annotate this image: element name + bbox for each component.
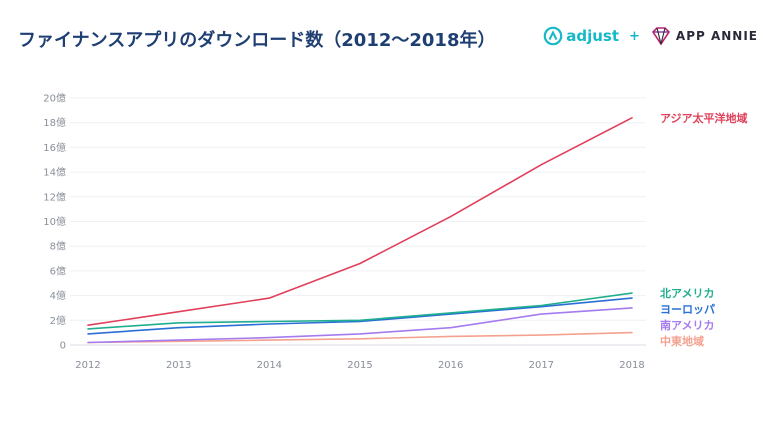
y-tick-label: 8億: [50, 240, 66, 253]
y-tick-label: 16億: [43, 141, 66, 154]
y-tick-label: 20億: [43, 92, 66, 105]
y-tick-label: 10億: [43, 215, 66, 228]
series-line: [87, 117, 633, 327]
x-tick-label: 2017: [529, 360, 554, 371]
y-tick-label: 18億: [43, 116, 66, 129]
series-end-label: 南アメリカ: [660, 318, 714, 332]
partner-logos: adjust + APP ANNIE: [543, 26, 758, 46]
x-tick-label: 2014: [257, 360, 282, 371]
series-line: [87, 331, 633, 344]
page-title: ファイナンスアプリのダウンロード数（2012〜2018年）: [18, 30, 496, 51]
x-tick-label: 2012: [75, 360, 100, 371]
y-tick-label: 0: [60, 341, 66, 352]
adjust-logo-text: adjust: [566, 27, 619, 45]
y-tick-label: 6億: [50, 264, 66, 277]
series-line: [87, 307, 633, 344]
series-end-label: ヨーロッパ: [660, 303, 715, 316]
series-line: [87, 292, 633, 330]
x-tick-label: 2016: [438, 360, 463, 371]
series-line: [87, 297, 633, 335]
y-tick-label: 12億: [43, 190, 66, 203]
adjust-logo-icon: [543, 26, 563, 46]
x-tick-label: 2018: [619, 360, 644, 371]
x-tick-label: 2013: [166, 360, 191, 371]
x-tick-label: 2015: [347, 360, 372, 371]
adjust-logo: adjust: [543, 26, 619, 46]
appannie-diamond-icon: [651, 27, 670, 46]
logo-plus-sign: +: [629, 28, 640, 44]
y-tick-label: 14億: [43, 166, 66, 179]
series-end-label: 北アメリカ: [660, 286, 714, 300]
y-tick-label: 2億: [50, 314, 66, 327]
appannie-logo: APP ANNIE: [650, 26, 758, 46]
y-tick-label: 4億: [50, 289, 66, 302]
series-end-label: 中東地域: [660, 334, 704, 348]
series-end-label: アジア太平洋地域: [660, 111, 748, 125]
appannie-logo-text: APP ANNIE: [675, 29, 758, 43]
